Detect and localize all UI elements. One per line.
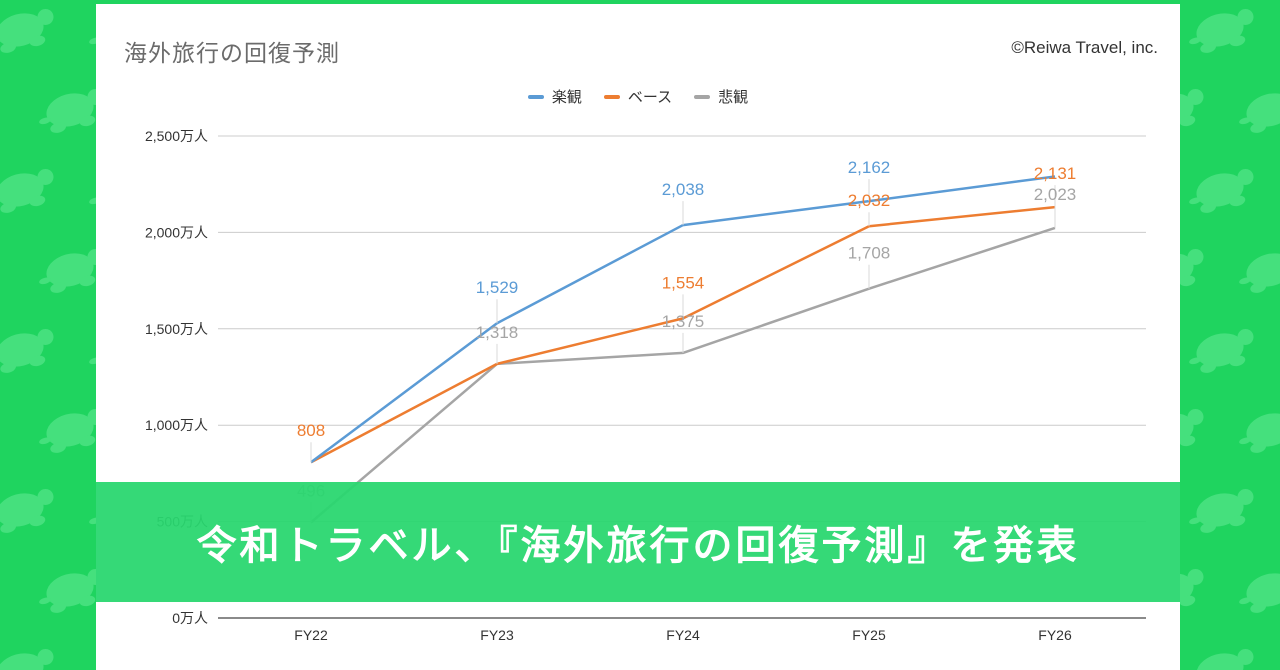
legend-label: ベース bbox=[627, 88, 673, 106]
legend-item: 悲観 bbox=[694, 86, 748, 107]
series-line bbox=[310, 226, 1056, 524]
banner-headline: 令和トラベル、『海外旅行の回復予測』を発表 bbox=[196, 523, 1080, 569]
y-tick-label: 1,000万人 bbox=[145, 417, 208, 433]
x-tick-label: FY25 bbox=[852, 627, 886, 643]
turtle-icon bbox=[0, 645, 60, 670]
turtle-icon bbox=[0, 485, 60, 538]
turtle-icon bbox=[1183, 645, 1260, 670]
turtle-icon bbox=[1233, 565, 1280, 618]
data-label: 2,131 bbox=[1034, 164, 1077, 183]
legend-item: ベース bbox=[603, 86, 673, 107]
y-tick-label: 2,000万人 bbox=[145, 224, 208, 240]
legend-label: 楽観 bbox=[551, 88, 582, 106]
chart-legend: 楽観 ベース 悲観 bbox=[96, 86, 1180, 107]
legend-label: 悲観 bbox=[718, 88, 749, 106]
x-tick-label: FY22 bbox=[294, 627, 328, 643]
data-label: 2,038 bbox=[662, 180, 705, 199]
data-label: 1,375 bbox=[662, 312, 705, 331]
turtle-icon bbox=[1233, 245, 1280, 298]
x-tick-label: FY26 bbox=[1038, 627, 1072, 643]
data-label: 1,708 bbox=[848, 244, 891, 263]
announcement-banner: 令和トラベル、『海外旅行の回復予測』を発表 bbox=[96, 482, 1180, 602]
line-chart: 0万人500万人1,000万人1,500万人2,000万人2,500万人FY22… bbox=[145, 128, 1146, 643]
turtle-icon bbox=[1233, 405, 1280, 458]
y-tick-label: 0万人 bbox=[172, 610, 208, 626]
data-label: 2,023 bbox=[1034, 185, 1077, 204]
turtle-icon bbox=[0, 5, 60, 58]
x-tick-label: FY23 bbox=[480, 627, 514, 643]
y-tick-label: 2,500万人 bbox=[145, 128, 208, 144]
legend-swatch bbox=[527, 94, 544, 99]
data-label: 808 bbox=[297, 421, 325, 440]
y-tick-label: 1,500万人 bbox=[145, 321, 208, 337]
data-label: 1,554 bbox=[662, 273, 705, 292]
x-tick-label: FY24 bbox=[666, 627, 700, 643]
data-label: 2,162 bbox=[848, 158, 891, 177]
turtle-icon bbox=[1183, 165, 1260, 218]
legend-swatch bbox=[694, 94, 711, 99]
legend-swatch bbox=[603, 94, 620, 99]
data-label: 1,529 bbox=[476, 278, 519, 297]
chart-title: 海外旅行の回復予測 bbox=[124, 41, 340, 67]
turtle-icon bbox=[0, 325, 60, 378]
data-label: 1,318 bbox=[476, 323, 519, 342]
turtle-icon bbox=[1183, 485, 1260, 538]
turtle-icon bbox=[0, 165, 60, 218]
data-label: 2,032 bbox=[848, 191, 891, 210]
turtle-icon bbox=[1183, 5, 1260, 58]
legend-item: 楽観 bbox=[527, 86, 582, 107]
copyright-credit: ©Reiwa Travel, inc. bbox=[1011, 38, 1158, 57]
turtle-icon bbox=[1233, 85, 1280, 138]
turtle-icon bbox=[1183, 325, 1260, 378]
